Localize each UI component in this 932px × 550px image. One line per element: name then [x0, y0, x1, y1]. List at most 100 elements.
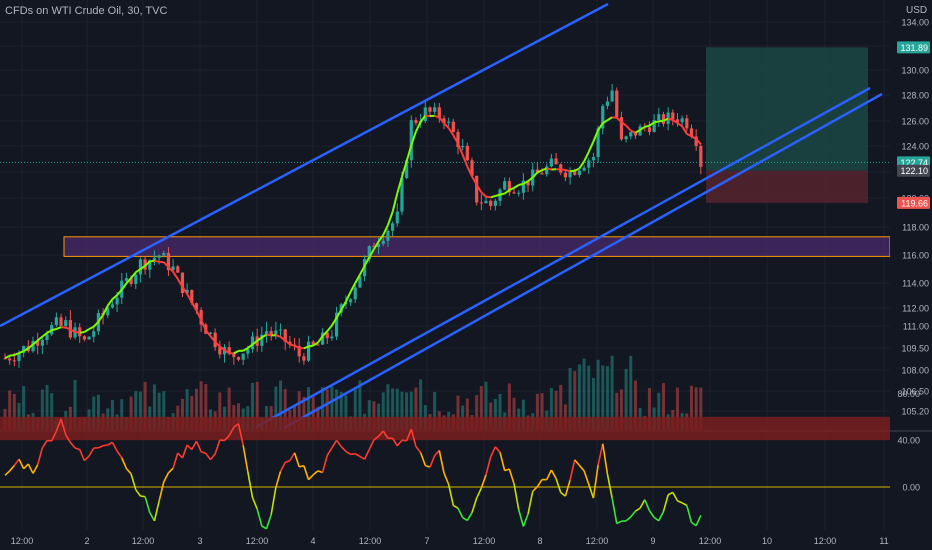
candle — [353, 284, 357, 304]
candle — [274, 321, 278, 340]
candle — [605, 96, 610, 110]
volume-bar — [134, 391, 138, 430]
candle — [503, 177, 507, 191]
volume-bar — [577, 364, 581, 430]
volume-bar — [381, 392, 385, 430]
price-tick-label: 128.00 — [901, 91, 929, 101]
volume-bar — [610, 355, 614, 430]
candle — [166, 247, 171, 276]
channel-line[interactable] — [283, 92, 883, 430]
candle — [269, 326, 273, 341]
candle — [671, 109, 675, 126]
volume-bar — [661, 383, 665, 430]
candle — [615, 87, 619, 119]
volume-bar — [335, 389, 339, 430]
time-tick-label: 4 — [310, 536, 315, 546]
volume-bar — [110, 399, 114, 430]
volume-bar — [274, 386, 278, 430]
channel-line[interactable] — [255, 86, 871, 429]
candle — [610, 84, 614, 103]
volume-bar — [568, 367, 572, 430]
candle — [582, 165, 586, 172]
volume-bar — [624, 368, 628, 430]
price-tick-label: 124.00 — [901, 142, 929, 152]
candle — [699, 144, 703, 175]
volume-bar — [251, 382, 255, 430]
candle — [302, 353, 306, 365]
candle — [134, 271, 138, 290]
volume-bar — [279, 380, 283, 430]
time-axis[interactable]: 12:00 2 12:00 3 12:00 4 12:00 7 12:00 8 12:00 9 12:0… — [0, 530, 932, 550]
stop-zone[interactable] — [706, 170, 868, 203]
time-tick-label: 12:00 — [246, 536, 269, 546]
volume-bar — [143, 381, 147, 430]
volume-bar — [307, 387, 311, 430]
candle — [554, 152, 558, 165]
price-tag-target — [897, 41, 930, 54]
candle — [461, 139, 465, 151]
volume-bar — [73, 380, 77, 430]
volume-bar — [129, 396, 133, 430]
time-tick-label: 9 — [650, 536, 655, 546]
price-tick-label: 118.00 — [902, 223, 929, 233]
time-tick-label: 7 — [424, 536, 429, 546]
volume-bar — [456, 395, 460, 430]
price-tick-label: 130.00 — [901, 66, 929, 76]
time-tick-label: 12:00 — [132, 536, 155, 546]
candle — [577, 169, 582, 178]
candle — [36, 332, 40, 355]
candle — [330, 330, 334, 341]
target-zone[interactable] — [706, 47, 868, 171]
candle — [306, 335, 311, 363]
volume-bar — [689, 385, 693, 430]
candle — [493, 198, 497, 211]
candle — [465, 142, 469, 161]
volume-bar — [605, 366, 609, 430]
volume-bar — [190, 395, 194, 430]
volume-bar — [405, 392, 409, 430]
volume-bar — [12, 393, 16, 430]
volume-bar — [162, 391, 166, 430]
channel-line[interactable] — [0, 2, 609, 328]
overbought-band — [0, 416, 890, 441]
volume-bar — [8, 390, 12, 430]
volume-bar — [591, 377, 595, 430]
candle — [157, 254, 161, 265]
candle — [54, 312, 58, 328]
candle — [250, 331, 255, 353]
volume-bar — [386, 384, 390, 430]
oscillator-tick-label: 40.00 — [897, 436, 920, 446]
volume-bar — [619, 389, 623, 430]
time-tick-label: 10 — [762, 536, 772, 546]
volume-bar — [587, 365, 591, 430]
volume-bar — [419, 379, 423, 430]
support-zone[interactable] — [63, 236, 891, 257]
candle — [619, 111, 624, 141]
candle — [82, 335, 86, 342]
candle — [507, 177, 511, 196]
volume-bar — [92, 396, 96, 430]
candle — [3, 353, 7, 360]
volume-bar — [414, 387, 418, 430]
volume-bar — [302, 396, 306, 430]
volume-bar — [96, 394, 100, 430]
moving-average — [4, 114, 702, 360]
volume-bar — [479, 386, 483, 430]
volume-bar — [330, 386, 334, 430]
candle — [647, 121, 652, 136]
volume-bar — [465, 398, 469, 430]
volume-bar — [204, 384, 208, 430]
volume-bar — [498, 393, 502, 430]
candle — [241, 353, 245, 366]
candle — [334, 306, 339, 341]
volume-bar — [120, 399, 124, 430]
volume-bar — [138, 391, 142, 430]
candle — [395, 203, 399, 227]
candle — [633, 132, 638, 139]
oscillator-tick-label: 80.00 — [897, 389, 920, 399]
trend-channel[interactable] — [0, 2, 883, 430]
volume-bar — [180, 398, 184, 430]
candle — [260, 326, 264, 352]
price-axis[interactable]: 134.00132.00130.00128.00126.00124.00122.… — [890, 0, 932, 430]
